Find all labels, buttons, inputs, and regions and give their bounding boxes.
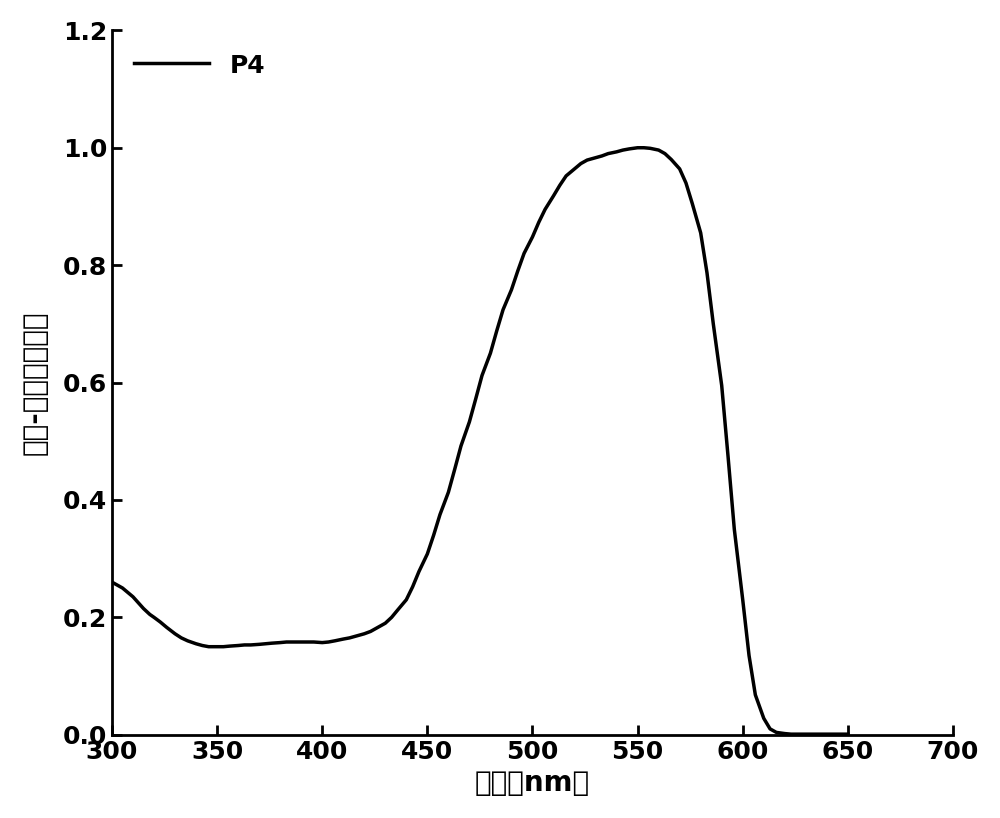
P4 [632, 143, 644, 153]
Legend: P4: P4 [124, 43, 275, 88]
P4 [428, 530, 440, 540]
P4 [842, 730, 854, 739]
P4 [106, 578, 118, 587]
Y-axis label: 紫外-可见吸收强度: 紫外-可见吸收强度 [21, 310, 49, 455]
P4 [785, 730, 797, 739]
P4 [653, 145, 665, 155]
P4 [211, 642, 223, 652]
Line: P4: P4 [112, 148, 848, 735]
X-axis label: 波长（nm）: 波长（nm） [475, 769, 590, 798]
P4 [116, 583, 128, 593]
P4 [392, 605, 404, 614]
P4 [644, 143, 656, 153]
